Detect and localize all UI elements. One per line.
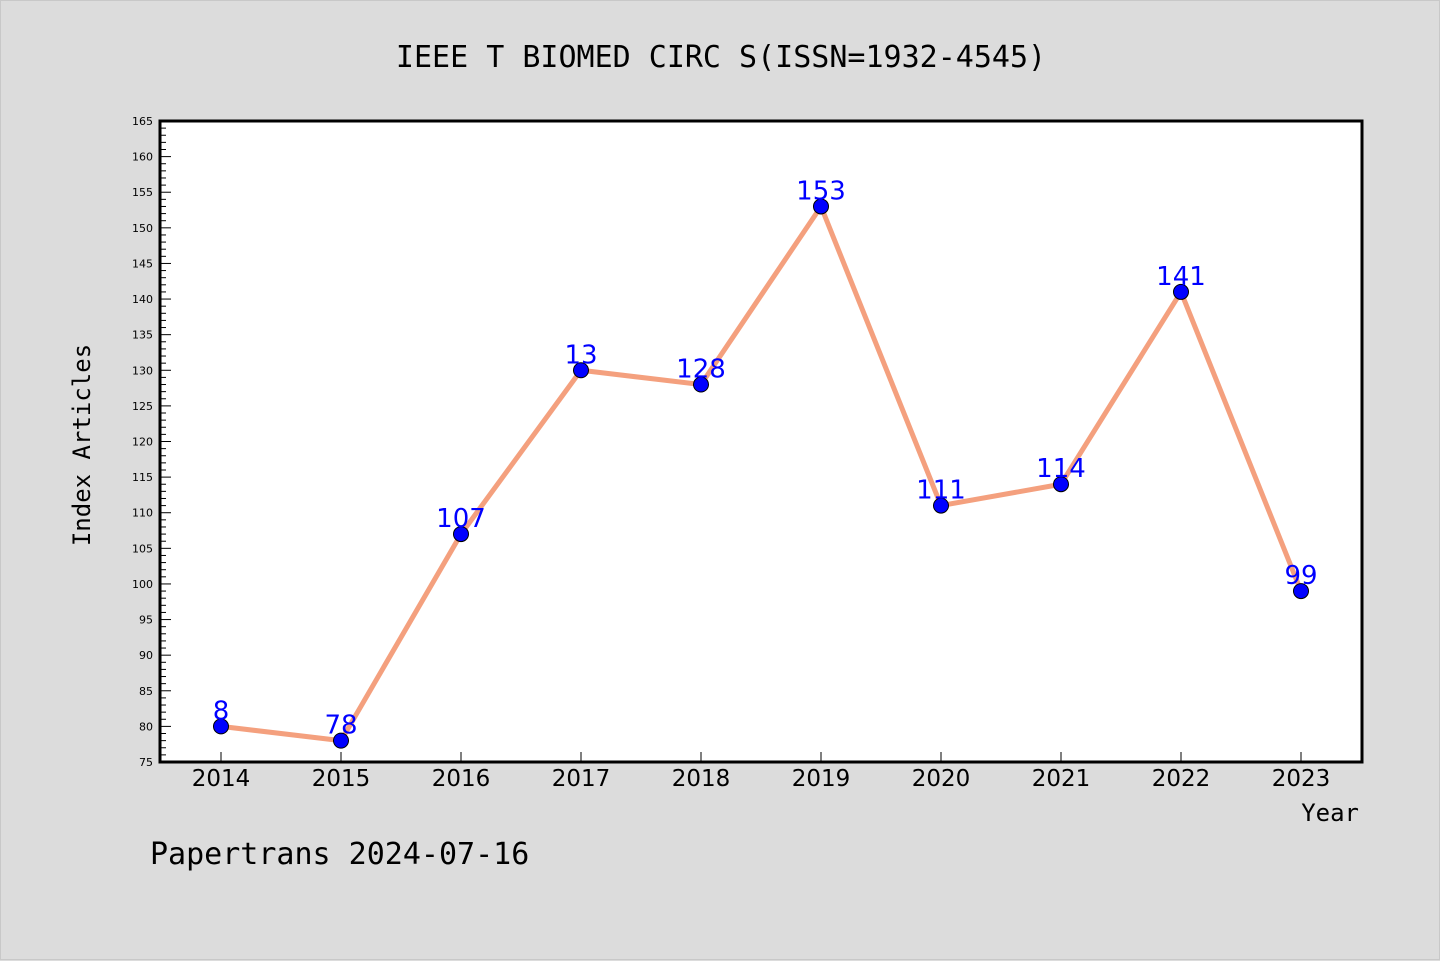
y-tick-label: 95 (139, 614, 153, 627)
x-tick-label: 2014 (192, 766, 251, 792)
y-tick-label: 145 (132, 257, 153, 270)
data-point (813, 198, 829, 215)
y-tick-label: 100 (132, 578, 153, 591)
data-label: 99 (1284, 561, 1317, 591)
y-tick-label: 140 (132, 293, 153, 306)
y-tick-label: 155 (132, 186, 153, 199)
y-axis-label: Index Articles (68, 344, 96, 546)
x-tick-label: 2021 (1032, 766, 1091, 792)
data-point (453, 526, 469, 543)
data-label: 13 (564, 340, 597, 370)
y-tick-label: 125 (132, 400, 153, 413)
data-labels: 8 78 107 13 128 153 111 114 141 99 (213, 176, 1318, 740)
y-tick-label: 165 (132, 115, 153, 128)
x-tick-labels: 2014 2015 2016 2017 2018 2019 2020 2021 2022 2023 (192, 766, 1331, 792)
plot-area (160, 121, 1362, 762)
data-point (573, 362, 589, 379)
x-tick-label: 2016 (432, 766, 491, 792)
y-tick-label: 120 (132, 436, 153, 449)
x-tick-label: 2019 (792, 766, 851, 792)
data-point (333, 732, 349, 749)
x-tick-label: 2023 (1272, 766, 1331, 792)
y-tick-label: 85 (139, 685, 153, 698)
data-label: 8 (213, 696, 230, 726)
y-tick-label: 90 (139, 649, 153, 662)
data-label: 111 (916, 476, 966, 506)
data-point (933, 497, 949, 514)
data-markers (213, 198, 1309, 749)
y-tick-label: 130 (132, 364, 153, 377)
footer-text: Papertrans 2024-07-16 (150, 837, 529, 872)
data-label: 153 (796, 176, 846, 206)
y-tick-label: 105 (132, 542, 153, 555)
data-point (1293, 583, 1309, 600)
series-line (220, 203, 1304, 744)
x-tick-label: 2022 (1152, 766, 1211, 792)
data-label: 78 (324, 711, 357, 741)
y-tick-label: 75 (139, 756, 153, 769)
y-tick-label: 80 (139, 720, 153, 733)
data-point (693, 376, 709, 393)
data-label: 107 (436, 504, 486, 534)
data-label: 128 (676, 355, 726, 385)
data-point (1173, 283, 1189, 300)
x-tick-label: 2015 (312, 766, 371, 792)
y-tick-label: 150 (132, 222, 153, 235)
data-label: 141 (1156, 262, 1206, 292)
data-point (1053, 476, 1069, 493)
x-tick-label: 2020 (912, 766, 971, 792)
y-tick-label: 135 (132, 329, 153, 342)
y-tick-label: 110 (132, 507, 153, 520)
chart-title: IEEE T BIOMED CIRC S(ISSN=1932-4545) (396, 40, 1046, 75)
data-point (213, 718, 229, 735)
x-tick-label: 2017 (552, 766, 611, 792)
y-tick-label: 115 (132, 471, 153, 484)
y-tick-label: 160 (132, 151, 153, 164)
data-label: 114 (1036, 454, 1086, 484)
x-tick-label: 2018 (672, 766, 731, 792)
x-axis-label: Year (1301, 799, 1359, 827)
plot-border (158, 119, 1364, 764)
y-tick-labels: 75 80 85 90 95 100 105 110 115 120 125 130 135 140 145… (132, 115, 153, 769)
